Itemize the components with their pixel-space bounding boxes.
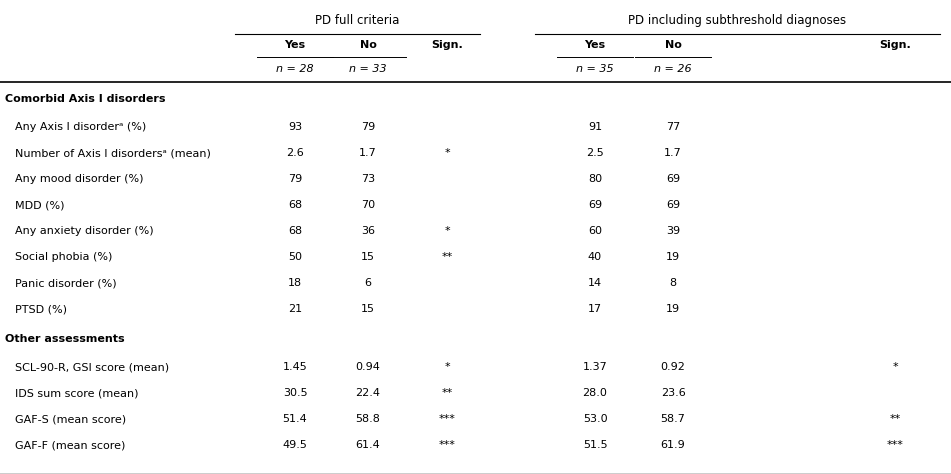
Text: 1.7: 1.7 [359, 148, 377, 158]
Text: 30.5: 30.5 [282, 388, 307, 398]
Text: 0.94: 0.94 [356, 362, 380, 372]
Text: 1.37: 1.37 [583, 362, 608, 372]
Text: 2.5: 2.5 [586, 148, 604, 158]
Text: 61.4: 61.4 [356, 440, 380, 450]
Text: No: No [359, 40, 377, 50]
Text: 69: 69 [666, 200, 680, 210]
Text: n = 35: n = 35 [576, 64, 613, 74]
Text: 23.6: 23.6 [661, 388, 686, 398]
Text: No: No [665, 40, 682, 50]
Text: 39: 39 [666, 226, 680, 236]
Text: 77: 77 [666, 122, 680, 132]
Text: Yes: Yes [284, 40, 305, 50]
Text: IDS sum score (mean): IDS sum score (mean) [15, 388, 139, 398]
Text: 21: 21 [288, 304, 302, 314]
Text: 79: 79 [288, 174, 302, 184]
Text: GAF-F (mean score): GAF-F (mean score) [15, 440, 126, 450]
Text: 28.0: 28.0 [583, 388, 608, 398]
Text: **: ** [441, 388, 453, 398]
Text: Social phobia (%): Social phobia (%) [15, 252, 112, 262]
Text: Number of Axis I disordersᵃ (mean): Number of Axis I disordersᵃ (mean) [15, 148, 211, 158]
Text: 51.4: 51.4 [282, 414, 307, 424]
Text: PD including subthreshold diagnoses: PD including subthreshold diagnoses [629, 14, 846, 27]
Text: PTSD (%): PTSD (%) [15, 304, 67, 314]
Text: Any anxiety disorder (%): Any anxiety disorder (%) [15, 226, 154, 236]
Text: 69: 69 [588, 200, 602, 210]
Text: MDD (%): MDD (%) [15, 200, 65, 210]
Text: 15: 15 [361, 304, 375, 314]
Text: 51.5: 51.5 [583, 440, 608, 450]
Text: 19: 19 [666, 304, 680, 314]
Text: 60: 60 [588, 226, 602, 236]
Text: ***: *** [438, 440, 456, 450]
Text: *: * [892, 362, 898, 372]
Text: 1.45: 1.45 [282, 362, 307, 372]
Text: n = 33: n = 33 [349, 64, 387, 74]
Text: Yes: Yes [585, 40, 606, 50]
Text: 93: 93 [288, 122, 302, 132]
Text: 15: 15 [361, 252, 375, 262]
Text: **: ** [441, 252, 453, 262]
Text: 80: 80 [588, 174, 602, 184]
Text: *: * [444, 226, 450, 236]
Text: 68: 68 [288, 226, 302, 236]
Text: Other assessments: Other assessments [5, 334, 125, 344]
Text: GAF-S (mean score): GAF-S (mean score) [15, 414, 126, 424]
Text: n = 28: n = 28 [276, 64, 314, 74]
Text: 61.9: 61.9 [661, 440, 686, 450]
Text: 69: 69 [666, 174, 680, 184]
Text: **: ** [889, 414, 901, 424]
Text: 91: 91 [588, 122, 602, 132]
Text: 58.7: 58.7 [661, 414, 686, 424]
Text: Sign.: Sign. [879, 40, 911, 50]
Text: 19: 19 [666, 252, 680, 262]
Text: SCL-90-R, GSI score (mean): SCL-90-R, GSI score (mean) [15, 362, 169, 372]
Text: 73: 73 [361, 174, 375, 184]
Text: *: * [444, 362, 450, 372]
Text: 53.0: 53.0 [583, 414, 608, 424]
Text: Any Axis I disorderᵃ (%): Any Axis I disorderᵃ (%) [15, 122, 146, 132]
Text: ***: *** [438, 414, 456, 424]
Text: 8: 8 [670, 278, 676, 288]
Text: 50: 50 [288, 252, 302, 262]
Text: PD full criteria: PD full criteria [316, 14, 399, 27]
Text: Any mood disorder (%): Any mood disorder (%) [15, 174, 144, 184]
Text: 1.7: 1.7 [664, 148, 682, 158]
Text: ***: *** [886, 440, 903, 450]
Text: Sign.: Sign. [431, 40, 463, 50]
Text: 36: 36 [361, 226, 375, 236]
Text: *: * [444, 148, 450, 158]
Text: 49.5: 49.5 [282, 440, 307, 450]
Text: 58.8: 58.8 [356, 414, 380, 424]
Text: 17: 17 [588, 304, 602, 314]
Text: n = 26: n = 26 [654, 64, 691, 74]
Text: Comorbid Axis I disorders: Comorbid Axis I disorders [5, 94, 165, 104]
Text: 18: 18 [288, 278, 302, 288]
Text: 6: 6 [364, 278, 372, 288]
Text: 40: 40 [588, 252, 602, 262]
Text: 0.92: 0.92 [661, 362, 686, 372]
Text: 70: 70 [361, 200, 375, 210]
Text: 2.6: 2.6 [286, 148, 304, 158]
Text: Panic disorder (%): Panic disorder (%) [15, 278, 117, 288]
Text: 79: 79 [360, 122, 375, 132]
Text: 68: 68 [288, 200, 302, 210]
Text: 22.4: 22.4 [356, 388, 380, 398]
Text: 14: 14 [588, 278, 602, 288]
